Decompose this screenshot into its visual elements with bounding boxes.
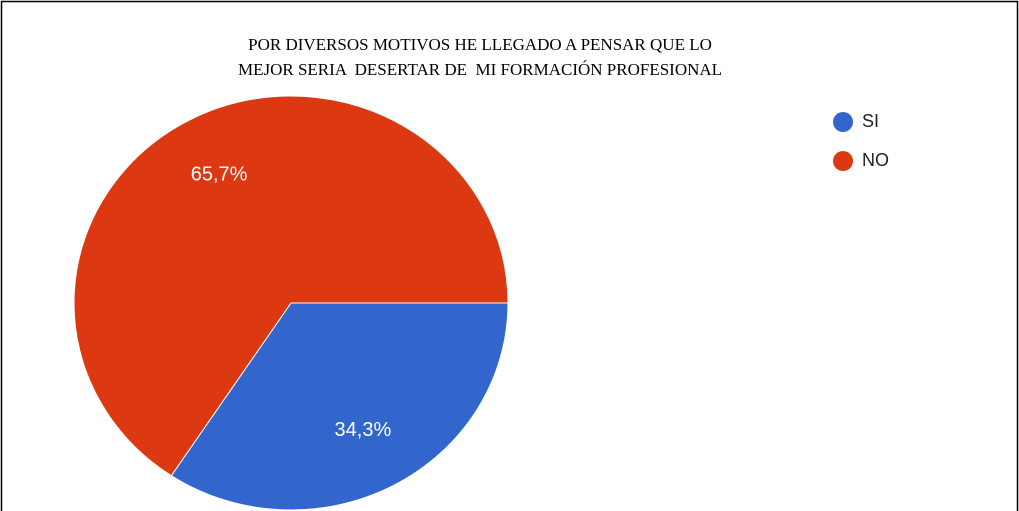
- chart-title: POR DIVERSOS MOTIVOS HE LLEGADO A PENSAR…: [248, 35, 712, 54]
- chart-title: MEJOR SERIA DESERTAR DE MI FORMACIÓN PRO…: [238, 60, 722, 79]
- data-label: 34,3%: [335, 419, 392, 441]
- legend-label: NO: [862, 150, 889, 170]
- pie-slice: [73, 95, 509, 477]
- legend-marker: [833, 151, 853, 171]
- legend-label: SI: [862, 111, 879, 131]
- data-label: 65,7%: [191, 164, 248, 186]
- legend-marker: [833, 112, 853, 132]
